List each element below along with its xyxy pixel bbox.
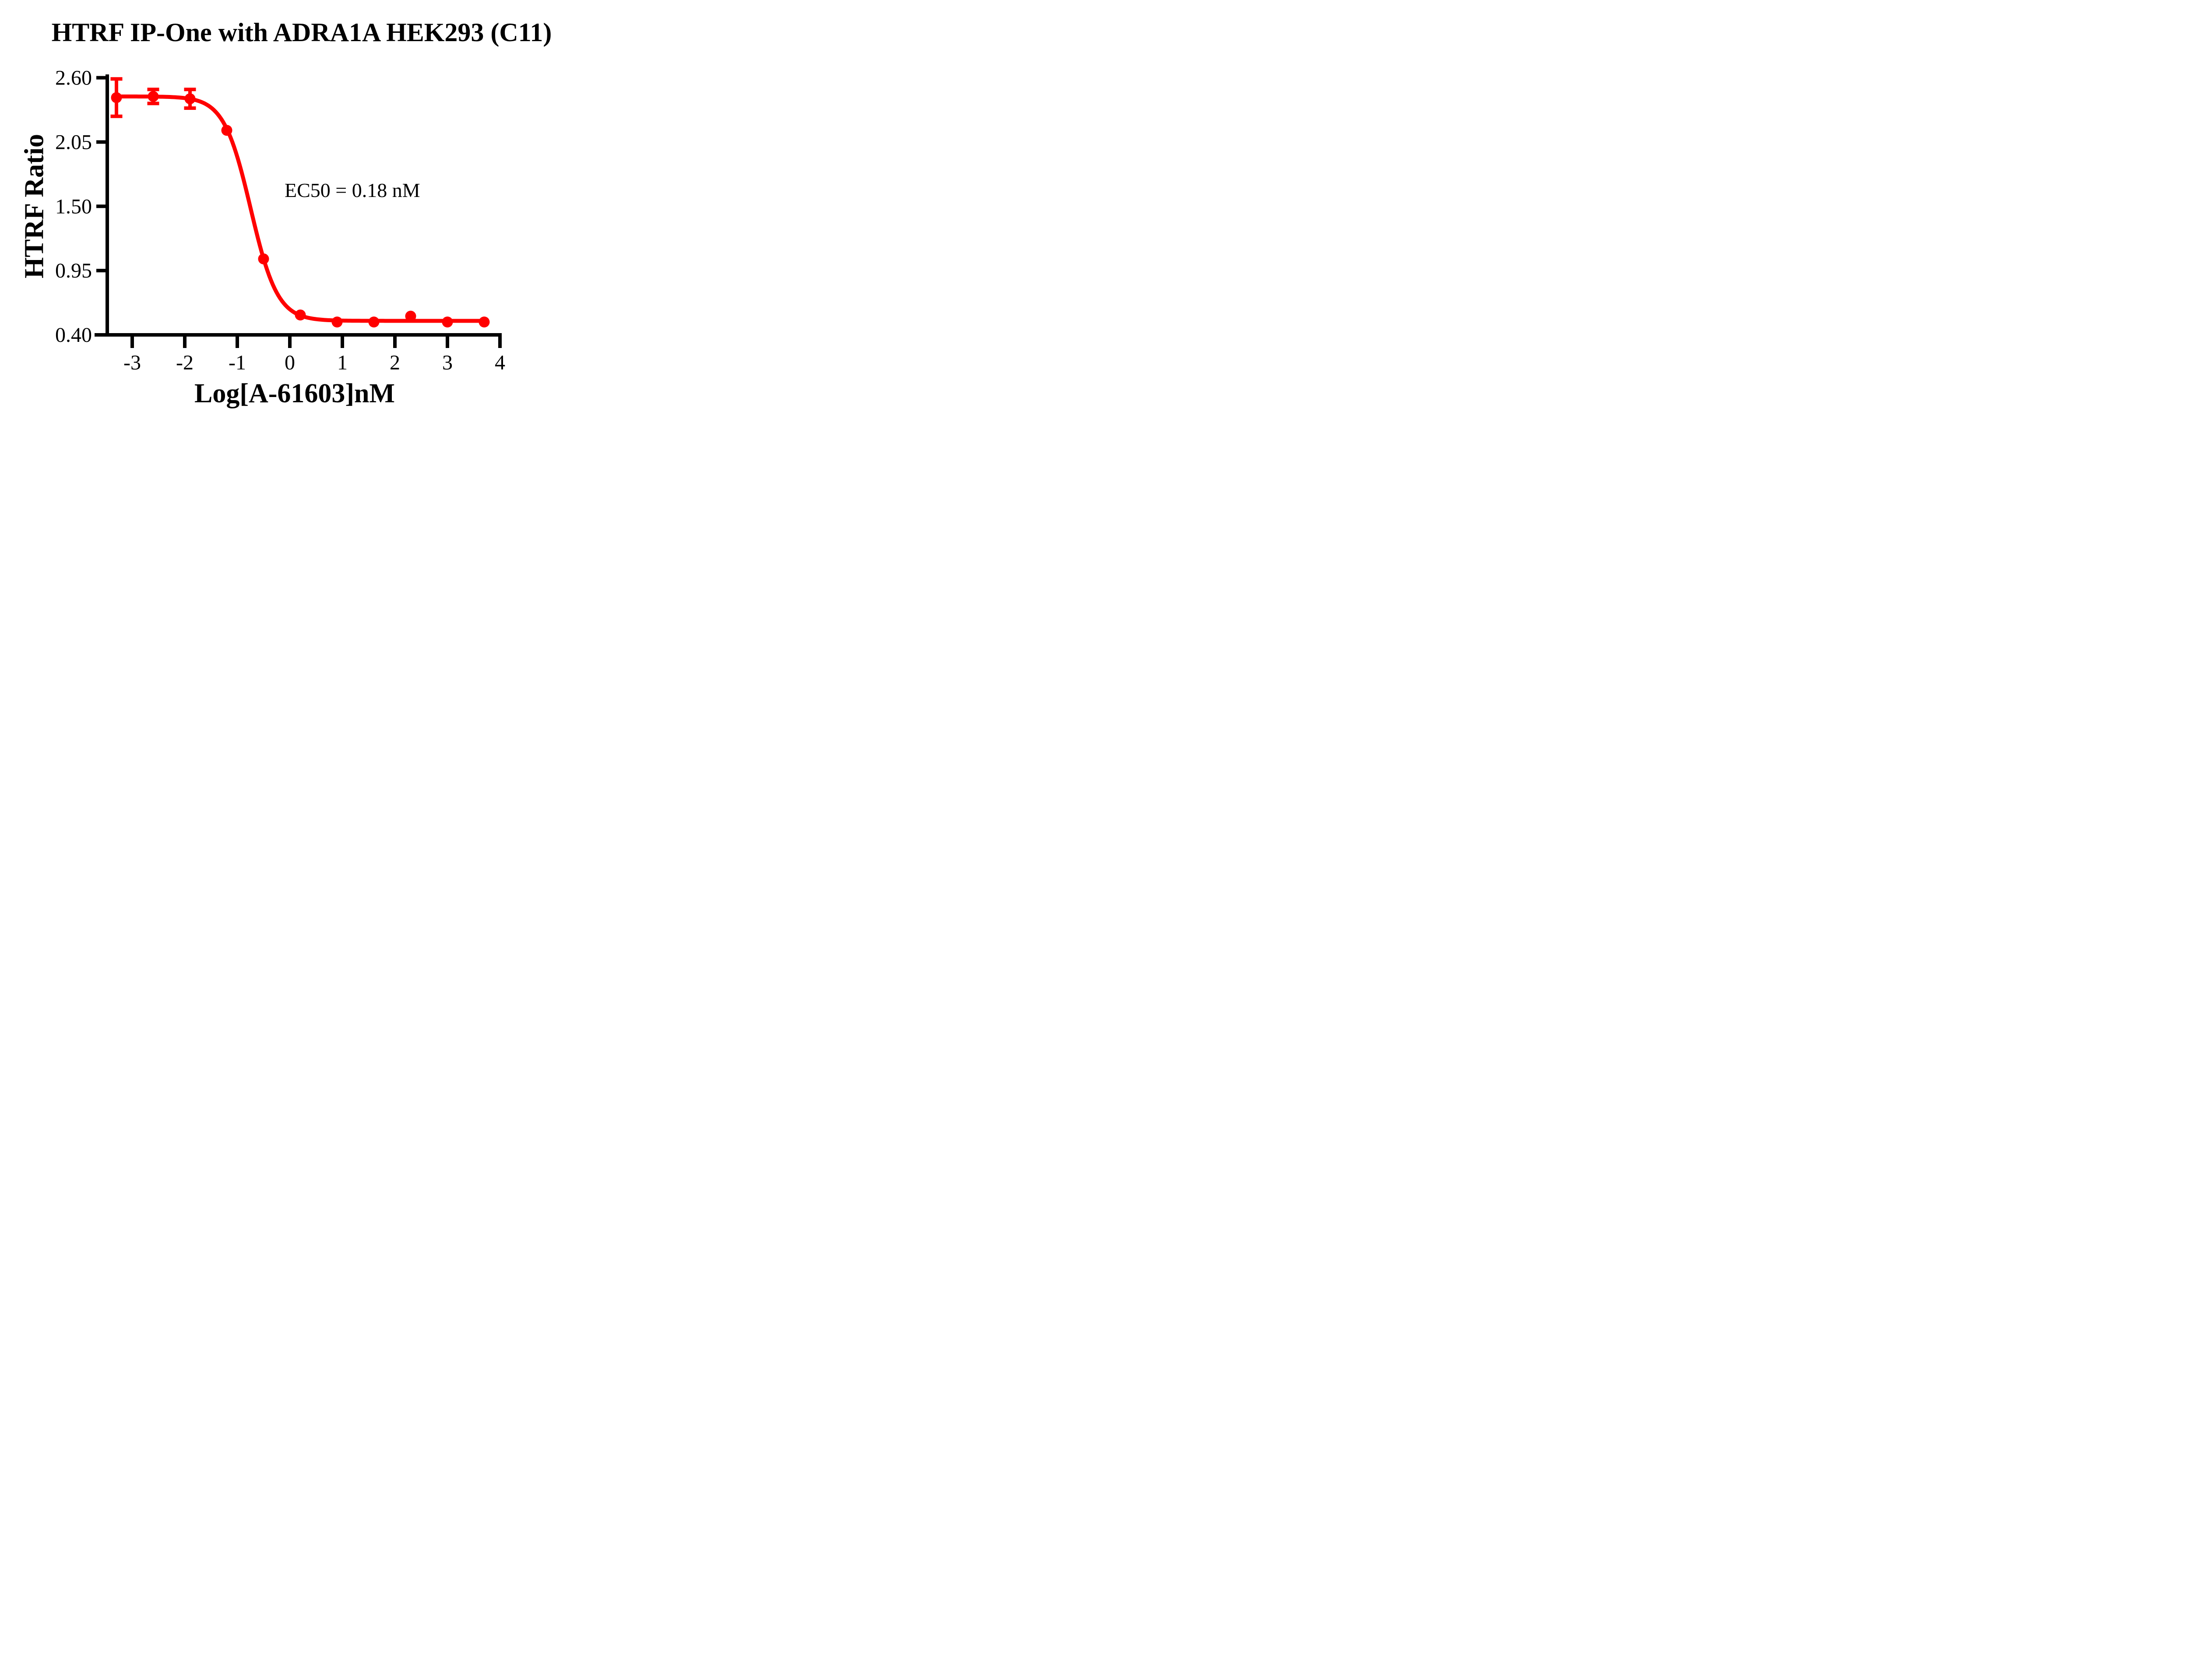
x-tick-label: 1 <box>337 351 348 374</box>
x-tick-mark <box>183 337 187 348</box>
y-tick-label: 0.95 <box>55 259 92 282</box>
data-point-marker <box>479 316 490 328</box>
data-point-marker <box>111 92 122 103</box>
x-tick-label: -1 <box>229 351 246 374</box>
y-tick-mark <box>96 76 109 80</box>
data-point-marker <box>368 316 380 328</box>
y-tick-mark <box>96 333 109 337</box>
x-tick-mark <box>236 337 239 348</box>
y-tick-mark <box>96 140 109 144</box>
y-tick-label: 0.40 <box>55 323 92 347</box>
fit-curve <box>114 94 486 323</box>
dose-response-plot: 2.60 2.05 1.50 0.95 0.40 -3 -2 -1 0 1 2 3 4 <box>55 67 505 374</box>
chart-figure: HTRF IP-One with ADRA1A HEK293 (C11) HTR… <box>0 0 562 420</box>
data-point-marker <box>221 125 232 136</box>
data-point-marker <box>258 253 269 264</box>
chart-title: HTRF IP-One with ADRA1A HEK293 (C11) <box>51 18 552 47</box>
data-point-marker <box>184 93 196 105</box>
x-axis-spine <box>95 333 502 337</box>
error-bar-cap-top <box>184 88 196 91</box>
x-tick-label: -3 <box>123 351 141 374</box>
x-tick-label: -2 <box>176 351 194 374</box>
data-point-marker <box>442 316 453 328</box>
y-axis-title: HTRF Ratio <box>19 134 49 279</box>
data-point-marker <box>405 310 416 322</box>
error-bar-cap-top <box>147 88 159 91</box>
x-tick-label: 3 <box>442 351 453 374</box>
y-tick-label: 1.50 <box>55 195 92 218</box>
x-tick-mark <box>498 337 502 348</box>
x-tick-mark <box>341 337 344 348</box>
x-tick-mark <box>130 337 134 348</box>
x-tick-label: 2 <box>390 351 400 374</box>
x-tick-label: 4 <box>495 351 505 374</box>
x-tick-label: 0 <box>285 351 295 374</box>
error-bar-cap-bottom <box>147 102 159 105</box>
ec50-annotation: EC50 = 0.18 nM <box>285 179 420 201</box>
y-tick-label: 2.60 <box>55 67 92 90</box>
x-tick-mark <box>446 337 449 348</box>
x-tick-mark <box>393 337 397 348</box>
error-bar-cap-top <box>110 77 123 81</box>
x-axis-title: Log[A-61603]nM <box>194 379 395 408</box>
error-bar-cap-bottom <box>110 114 123 118</box>
data-point-marker <box>295 309 306 321</box>
data-point-marker <box>148 91 159 102</box>
error-bar-cap-bottom <box>184 106 196 110</box>
data-point-marker <box>331 316 343 328</box>
y-tick-label: 2.05 <box>55 130 92 154</box>
y-tick-mark <box>96 204 109 208</box>
x-tick-mark <box>288 337 292 348</box>
y-tick-mark <box>96 269 109 273</box>
